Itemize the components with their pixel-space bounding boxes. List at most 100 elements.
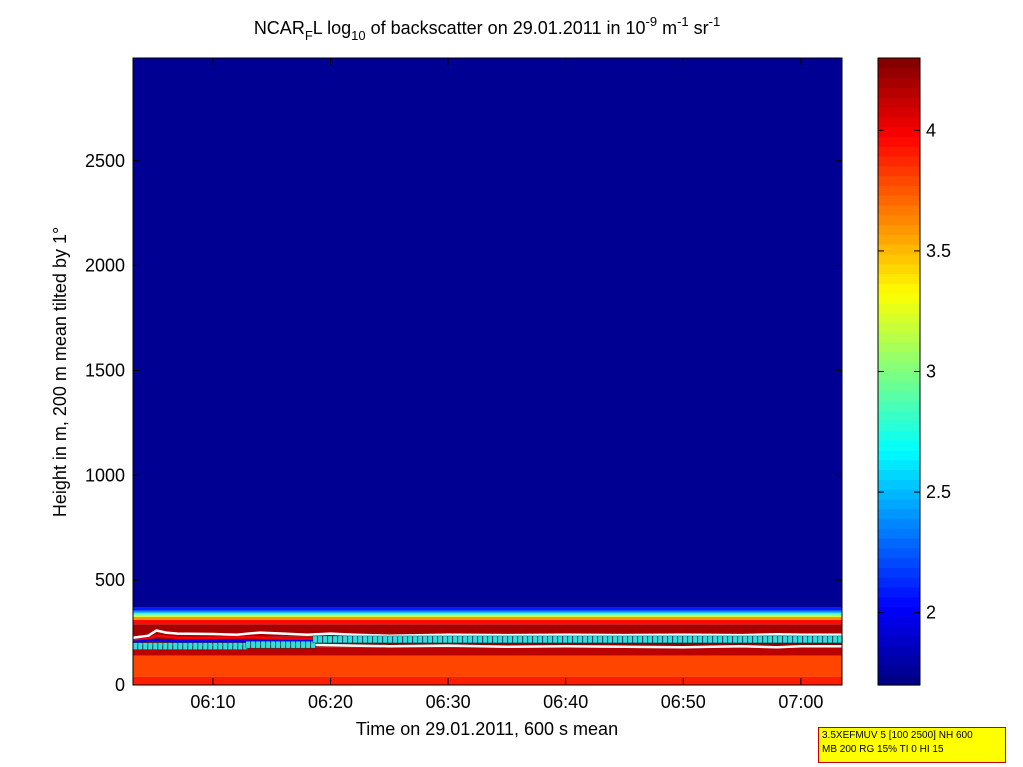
series-marker [692,635,698,644]
series-marker [357,635,363,644]
series-marker [422,635,428,644]
series-marker [245,640,251,649]
series-marker [792,635,798,644]
series-marker [572,635,578,644]
series-marker [652,635,658,644]
colorbar-cell [878,596,920,608]
series-marker [557,635,563,644]
series-marker [642,635,648,644]
series-marker [250,640,256,649]
series-marker [602,635,608,644]
colorbar-cell [878,459,920,471]
series-marker [275,640,281,649]
colorbar-cell [878,146,920,157]
series-marker [807,635,813,644]
series-marker [142,642,148,650]
series-marker [290,640,296,649]
series-marker [212,642,218,650]
chart-title: NCARFL log10 of backscatter on 29.01.201… [254,14,720,43]
colorbar-cell [878,332,920,343]
colorbar-cell [878,322,920,333]
series-marker [612,635,618,644]
series-marker [647,635,653,644]
series-marker [532,635,538,644]
colorbar-cell [878,449,920,461]
colorbar-cell [878,97,920,108]
colorbar-cell [878,498,920,510]
y-tick-label: 1000 [85,465,125,485]
colorbar-cell [878,67,920,79]
colorbar-cell [878,195,920,206]
y-tick-label: 2500 [85,151,125,171]
x-tick-label: 06:30 [426,692,471,712]
x-axis-label: Time on 29.01.2011, 600 s mean [356,719,618,739]
y-tick-label: 1500 [85,360,125,380]
colorbar-cell [878,645,920,657]
series-marker [787,635,793,644]
series-marker [447,635,453,644]
colorbar-cell [878,224,920,235]
series-marker [762,635,768,644]
title-sup3: -1 [709,14,721,29]
colorbar-cell [878,342,920,353]
series-marker [407,635,413,644]
series-marker [552,635,558,644]
series-marker [662,635,668,644]
colorbar-cell [878,626,920,637]
series-marker [187,642,193,650]
series-marker [702,635,708,644]
series-marker [172,642,178,650]
series-marker [412,635,418,644]
colorbar-cell [878,381,920,392]
colorbar-cell [878,587,920,598]
series-marker [182,642,188,650]
series-marker [487,635,493,644]
series-marker [752,635,758,644]
series-marker [567,635,573,644]
title-sup1: -9 [646,14,658,29]
series-marker [822,635,828,644]
x-tick-label: 06:10 [190,692,235,712]
colorbar-cell [878,214,920,226]
series-marker [727,635,733,644]
colorbar-cell [878,302,920,314]
series-marker [255,640,261,649]
title-prefix: NCAR [254,18,305,38]
colorbar-cell [878,391,920,402]
colorbar-cell [878,263,920,275]
series-marker [677,635,683,644]
series-marker [632,635,638,644]
series-marker [657,635,663,644]
series-marker [802,635,808,644]
series-marker [832,635,838,644]
series-marker [227,642,233,650]
series-marker [427,635,433,644]
series-marker [722,635,728,644]
series-marker [492,635,498,644]
series-marker [512,635,518,644]
colorbar-cell [878,234,920,245]
series-marker [342,635,348,644]
title-mid2: of backscatter on 29.01.2011 in 10 [366,18,646,38]
colorbar-cell [878,155,920,167]
colorbar-cell [878,665,920,676]
series-marker [497,635,503,644]
colorbar-cell [878,675,920,686]
series-marker [232,642,238,650]
colorbar-cell [878,58,920,69]
series-marker [222,642,228,650]
series-marker [322,635,328,644]
colorbar-cell [878,204,920,216]
colorbar-cell [878,136,920,147]
title-mid3: m [657,18,677,38]
series-marker [522,635,528,644]
series-marker [757,635,763,644]
series-marker [667,635,673,644]
series-marker [147,642,153,650]
colorbar-cell [878,185,920,196]
series-marker [777,635,783,644]
colorbar-cell [878,616,920,627]
series-marker [467,635,473,644]
series-marker [207,642,213,650]
